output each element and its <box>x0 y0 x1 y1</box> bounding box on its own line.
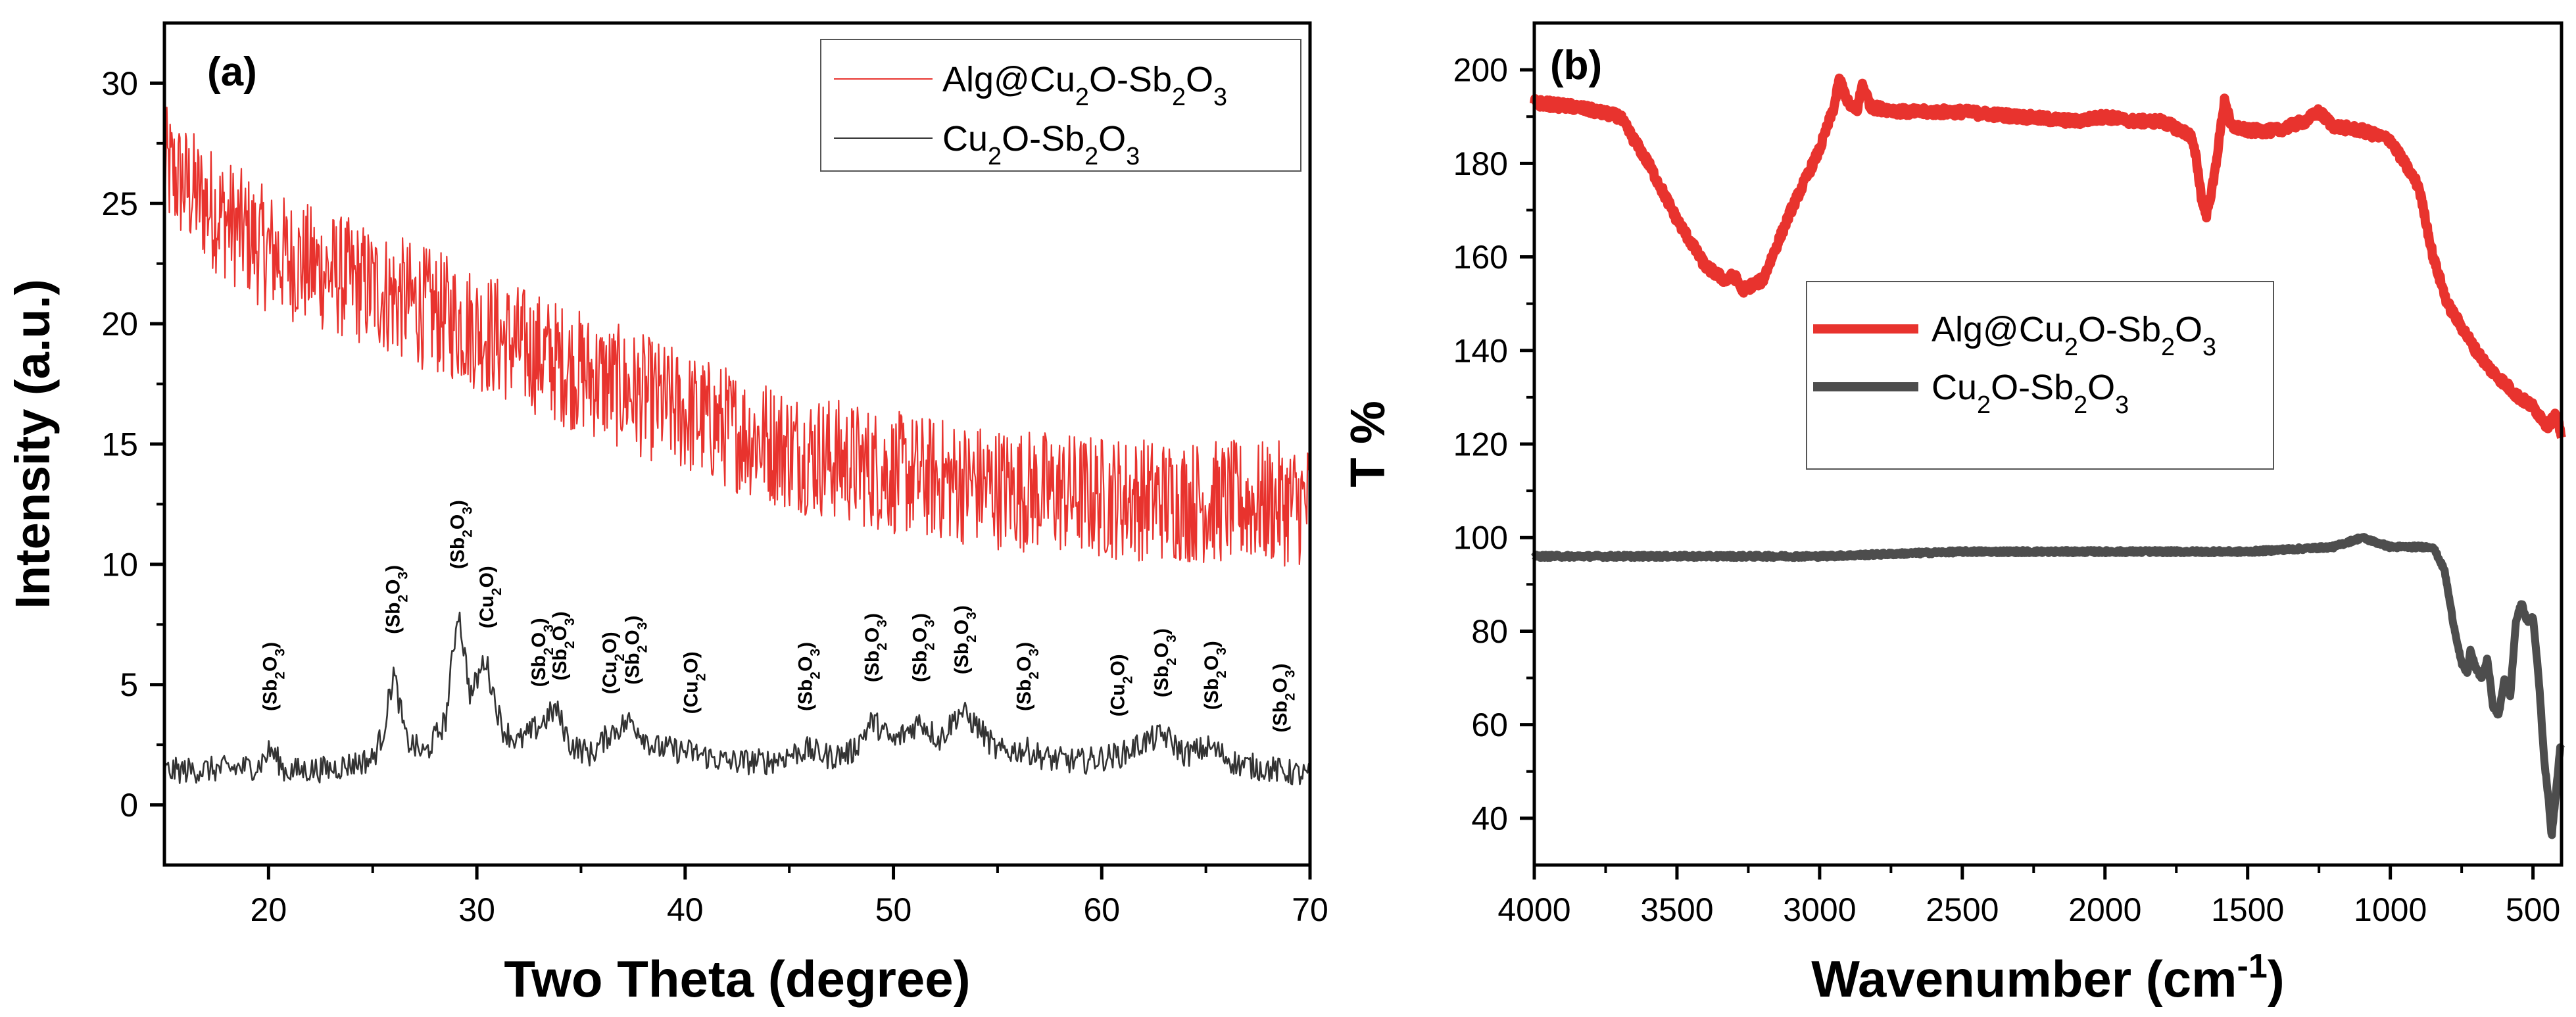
peak-label: (Sb2O3) <box>447 500 475 569</box>
peak-label: (Sb2O3) <box>951 605 979 674</box>
peak-label: (Sb2O3) <box>910 613 938 682</box>
panel-b-legend: Alg@Cu2O-Sb2O3 Cu2O-Sb2O3 <box>1806 281 2274 470</box>
panel-b-ftir-chart: 4000 3500 3000 2500 2000 1500 1000 500 40 60 80 100… <box>1340 21 2566 1008</box>
peak-label: (Sb2O3) <box>1201 641 1229 710</box>
peak-label: (Cu2O) <box>476 566 504 628</box>
panel-b-y-axis-title: T % <box>1340 401 1395 487</box>
x-tick-label: 4000 <box>1497 891 1570 928</box>
series-line-2 <box>1531 533 2565 839</box>
x-tick-label: 3500 <box>1640 891 1713 928</box>
x-tick-label: 50 <box>875 891 912 928</box>
y-tick-label: 10 <box>101 546 138 583</box>
panel-a-xrd-chart: (Sb2O3)(Sb2O3) (Sb2O3)(Cu2O)(Sb2O3)(Sb2O3… <box>5 21 1328 1008</box>
panel-a-axes: 20 30 40 50 60 70 0 5 10 15 20 25 30 <box>101 21 1328 928</box>
peak-label: (Sb2O3) <box>862 613 890 682</box>
y-tick-label: 0 <box>120 787 138 824</box>
peak-label: (Sb2O3) <box>549 611 577 680</box>
x-tick-label: 1500 <box>2211 891 2284 928</box>
y-tick-label: 15 <box>101 426 138 463</box>
peak-label: (Cu2O) <box>1107 654 1136 716</box>
peak-label: (Sb2O3) <box>795 642 823 711</box>
series-line-1 <box>163 107 1311 567</box>
series-line-1 <box>1530 73 2566 440</box>
y-tick-label: 200 <box>1453 52 1508 89</box>
peak-label: (Sb2O3) <box>260 642 288 711</box>
panel-a-x-axis-title: Two Theta (degree) <box>504 950 970 1008</box>
y-tick-label: 30 <box>101 65 138 102</box>
y-tick-label: 25 <box>101 186 138 222</box>
x-tick-label: 2500 <box>1926 891 1999 928</box>
y-tick-label: 180 <box>1453 145 1508 182</box>
peak-label: (Sb2O3) <box>382 565 410 634</box>
y-tick-label: 160 <box>1453 239 1508 276</box>
x-tick-label: 40 <box>667 891 704 928</box>
legend-label: Alg@Cu2O-Sb2O3 <box>1932 310 2216 361</box>
x-tick-label: 1000 <box>2354 891 2427 928</box>
peak-label: (Sb2O3) <box>622 616 650 685</box>
x-tick-label: 60 <box>1083 891 1120 928</box>
panel-a-y-axis-title: Intensity (a.u.) <box>5 279 60 609</box>
y-tick-label: 5 <box>120 666 138 703</box>
legend-box <box>820 39 1301 172</box>
panel-a-series <box>163 107 1311 785</box>
peak-label: (Cu2O) <box>599 632 627 694</box>
peak-label: (Sb2O3) <box>1013 642 1042 711</box>
x-tick-label: 500 <box>2506 891 2560 928</box>
panel-b-series <box>1530 73 2566 839</box>
peak-label: (Sb2O3) <box>1151 628 1179 697</box>
panel-a-peak-labels: (Sb2O3)(Sb2O3) (Sb2O3)(Cu2O)(Sb2O3)(Sb2O3… <box>260 500 1298 732</box>
y-tick-label: 40 <box>1471 800 1508 837</box>
panel-b-x-axis-title: Wavenumber (cm-1) <box>1811 947 2285 1008</box>
y-tick-label: 60 <box>1471 707 1508 743</box>
y-tick-label: 120 <box>1453 426 1508 463</box>
panel-b-label: (b) <box>1550 43 1602 88</box>
peak-label: (Sb2O3) <box>528 618 556 687</box>
x-tick-label: 20 <box>251 891 287 928</box>
legend-label: Cu2O-Sb2O3 <box>1932 368 2129 419</box>
peak-label: (Sb2O3) <box>1270 663 1298 732</box>
legend-box <box>1806 281 2274 470</box>
panel-a-legend: Alg@Cu2O-Sb2O3 Cu2O-Sb2O3 <box>820 39 1301 172</box>
x-tick-label: 3000 <box>1783 891 1856 928</box>
y-tick-label: 80 <box>1471 613 1508 650</box>
x-tick-label: 2000 <box>2068 891 2141 928</box>
x-tick-label: 30 <box>458 891 495 928</box>
legend-label: Alg@Cu2O-Sb2O3 <box>942 60 1227 111</box>
y-tick-label: 140 <box>1453 332 1508 369</box>
panel-b-axes: 4000 3500 3000 2500 2000 1500 1000 500 40 60 80 100… <box>1453 21 2564 928</box>
panel-a-label: (a) <box>207 49 257 95</box>
legend-label: Cu2O-Sb2O3 <box>942 119 1140 170</box>
peak-label: (Cu2O) <box>680 651 708 714</box>
y-tick-label: 20 <box>101 306 138 343</box>
x-tick-label: 70 <box>1292 891 1328 928</box>
y-tick-label: 100 <box>1453 520 1508 557</box>
series-line-2 <box>163 611 1311 785</box>
